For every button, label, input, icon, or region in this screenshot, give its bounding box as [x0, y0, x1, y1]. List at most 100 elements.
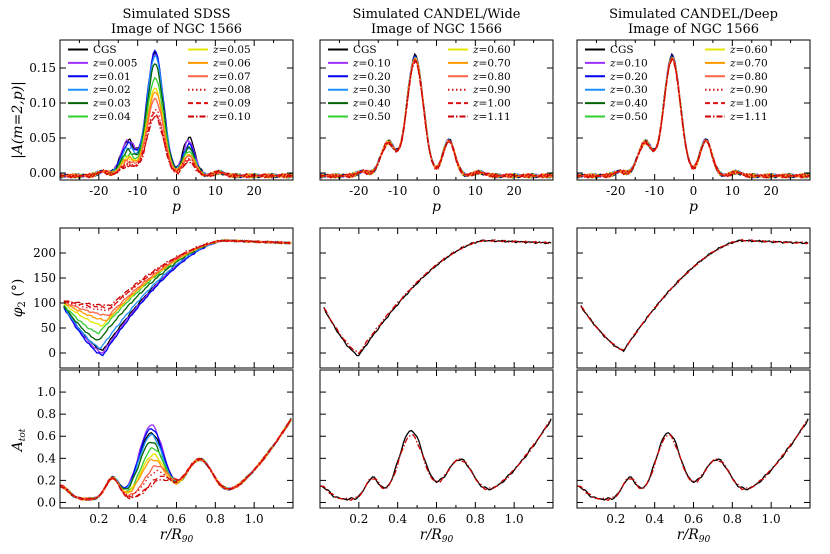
x-axis-label: r/R90: [420, 527, 454, 545]
x-tick-label: 0.6: [684, 512, 703, 526]
x-tick-label: 0.8: [466, 512, 485, 526]
plot-frame: [576, 369, 811, 509]
x-tick-label: 10: [725, 184, 740, 198]
y-tick-label: 0.10: [29, 96, 56, 110]
series-line-z-0-02: [63, 239, 292, 349]
series-line-z-1-11: [323, 238, 552, 355]
series-line-z-0-08: [60, 418, 292, 502]
x-tick-label: 0.4: [128, 512, 147, 526]
x-tick-label: 1.0: [245, 512, 264, 526]
legend-label: z=0.03: [92, 98, 131, 110]
x-tick-label: 0.2: [349, 512, 368, 526]
panel-r1-c2: -20 -10 0 10 20pCGSz=0.10z=0.20z=0.30z=0.40z…: [319, 39, 554, 215]
series-line-z-0-05: [60, 418, 292, 501]
legend-label: z=1.00: [729, 98, 768, 110]
legend-label: z=0.10: [609, 57, 648, 69]
legend-label: z=0.20: [609, 71, 648, 83]
x-tick-label: 0.8: [723, 512, 742, 526]
panel-grid: -20 -10 0 10 200.000.050.100.15pCGSz=0.005z=…: [29, 39, 811, 545]
x-tick-label: 1.0: [762, 512, 781, 526]
series-line-cgs: [320, 418, 552, 501]
series-line-z-0-09: [63, 239, 292, 310]
legend-label: z=0.50: [609, 111, 648, 123]
x-tick-label: 20: [507, 184, 522, 198]
legend-label: z=0.06: [212, 57, 251, 69]
series-line-z-0-07: [60, 419, 292, 501]
x-tick-label: 0.2: [606, 512, 625, 526]
column-title-1-line-1: Simulated SDSS: [123, 7, 231, 22]
x-tick-label: 0.8: [206, 512, 225, 526]
y-tick-label: 0.00: [29, 166, 56, 180]
plot-frame: [59, 227, 294, 369]
series-line-cgs: [60, 418, 292, 501]
panel-r2-c2: [319, 227, 554, 369]
x-tick-label: 0: [173, 184, 181, 198]
x-tick-label: -20: [89, 184, 108, 198]
column-title-2-line-1: Simulated CANDEL/Wide: [353, 7, 521, 22]
x-tick-label: -20: [606, 184, 625, 198]
legend-label: z=0.90: [472, 84, 511, 96]
legend-label: z=0.60: [729, 44, 768, 56]
panel-r3-c3: 0.2 0.4 0.6 0.8 1.0 r/R90: [576, 369, 811, 545]
x-tick-label: -10: [128, 184, 147, 198]
y-tick-label: 200: [33, 246, 56, 260]
x-tick-label: 0.6: [427, 512, 446, 526]
series-line-z-0-02: [60, 420, 292, 502]
x-tick-label: 20: [764, 184, 779, 198]
legend-label: z=0.08: [212, 84, 251, 96]
column-title-1-line-2: Image of NGC 1566: [111, 22, 242, 37]
legend-label: z=0.10: [352, 57, 391, 69]
y-tick-label: 150: [33, 271, 56, 285]
plot-frame: [319, 369, 554, 509]
plot-frame: [59, 369, 294, 509]
plot-frame: [319, 227, 554, 369]
series-line-z-0-005: [60, 419, 292, 502]
legend-label: z=0.04: [92, 111, 131, 123]
series-group: [320, 418, 552, 502]
x-tick-label: 20: [247, 184, 262, 198]
legend-label: z=1.11: [729, 111, 768, 123]
x-tick-label: 0: [433, 184, 441, 198]
legend-label: z=0.05: [212, 44, 251, 56]
series-line-cgs: [580, 239, 809, 353]
panel-r2-c1: 0 50 100 150 200: [33, 227, 294, 369]
legend-label: z=0.30: [352, 84, 391, 96]
y-tick-label: 0.6: [37, 429, 56, 443]
x-axis-label: p: [689, 199, 698, 215]
legend-label: z=0.70: [729, 57, 768, 69]
legend-label: z=0.80: [472, 71, 511, 83]
series-line-z-0-10: [63, 238, 292, 307]
y-tick-label: 0.4: [37, 451, 56, 465]
y-tick-label: 100: [33, 296, 56, 310]
legend-label: z=0.40: [609, 98, 648, 110]
legend-label: z=0.70: [472, 57, 511, 69]
x-axis-label: p: [172, 199, 181, 215]
legend-label: CGS: [93, 44, 117, 56]
x-tick-label: -20: [349, 184, 368, 198]
series-line-z-0-03: [60, 418, 292, 501]
legend-label: z=0.07: [212, 71, 251, 83]
y-tick-label: 0.15: [29, 61, 56, 75]
series-group: [60, 417, 292, 502]
series-line-z-0-10: [60, 418, 292, 501]
legend-label: z=0.90: [729, 84, 768, 96]
column-title-3-line-1: Simulated CANDEL/Deep: [609, 7, 778, 22]
series-line-z-0-04: [60, 419, 292, 501]
series-line-z-1-11: [320, 419, 552, 502]
series-line-z-0-03: [63, 238, 292, 341]
x-tick-label: 0.2: [89, 512, 108, 526]
panel-r3-c1: 0.2 0.4 0.6 0.8 1.0 0.0 0.2 0.4 0.6 0.8 1.0 r/R90: [37, 369, 294, 545]
plot-frame: [576, 227, 811, 369]
y-tick-label: 0.05: [29, 131, 56, 145]
x-axis-label: r/R90: [677, 527, 711, 545]
legend-label: z=0.09: [212, 98, 251, 110]
y-tick-label: 0.2: [37, 473, 56, 487]
series-line-z-0-08: [63, 239, 292, 312]
series-line-z-0-06: [60, 418, 292, 502]
series-line-z-0-01: [60, 417, 292, 501]
series-line-z-1-11: [580, 238, 809, 351]
row-axis-labels: |A(m=2,p)| φ2 (°) Atot: [10, 81, 28, 453]
